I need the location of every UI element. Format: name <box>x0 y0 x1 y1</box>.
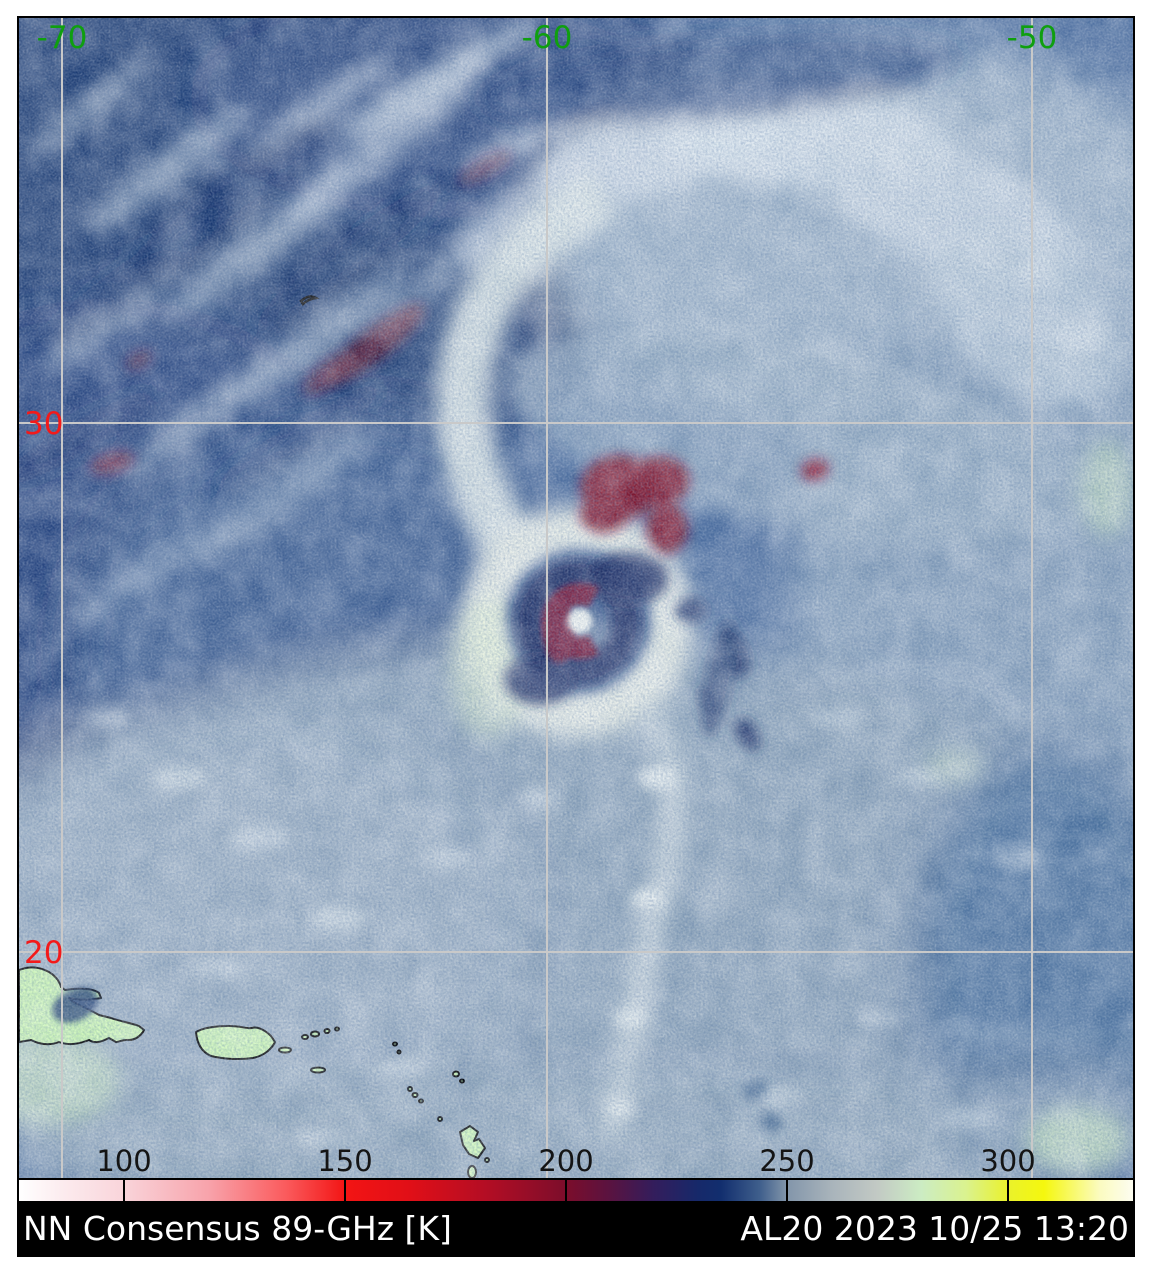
lat-label: 30 <box>24 406 63 442</box>
colorbar-tick <box>1007 1180 1009 1201</box>
texture-grain-dark <box>19 18 1133 1178</box>
colorbar-tick-label: 100 <box>96 1144 152 1178</box>
product-label: NN Consensus 89-GHz [K] <box>23 1209 452 1248</box>
colorbar-tick-label: 250 <box>759 1144 815 1178</box>
graticule <box>19 18 1133 1178</box>
coordinate-labels: -70 -60 -50 30 20 <box>24 20 1057 971</box>
caption-bar: NN Consensus 89-GHz [K] AL20 2023 10/25 … <box>19 1203 1133 1255</box>
colorbar <box>19 1178 1133 1203</box>
satellite-scene: -70 -60 -50 30 20 <box>19 18 1133 1178</box>
colorbar-tick-label: 150 <box>317 1144 373 1178</box>
storm-datetime-label: AL20 2023 10/25 13:20 <box>740 1209 1129 1248</box>
colorbar-tick-label: 200 <box>538 1144 594 1178</box>
lat-label: 20 <box>24 935 63 971</box>
colorbar-tick <box>122 1180 125 1201</box>
lon-label: -70 <box>37 20 88 56</box>
colorbar-tick-label: 300 <box>980 1144 1036 1178</box>
map-image: -70 -60 -50 30 20 100 150 200 250 300 <box>19 18 1133 1178</box>
lon-label: -50 <box>1007 20 1058 56</box>
colorbar-tick <box>564 1180 567 1201</box>
colorbar-tick <box>785 1180 788 1201</box>
map-frame: -70 -60 -50 30 20 100 150 200 250 300 NN… <box>17 16 1135 1257</box>
lon-label: -60 <box>522 20 573 56</box>
colorbar-tick <box>343 1180 346 1201</box>
